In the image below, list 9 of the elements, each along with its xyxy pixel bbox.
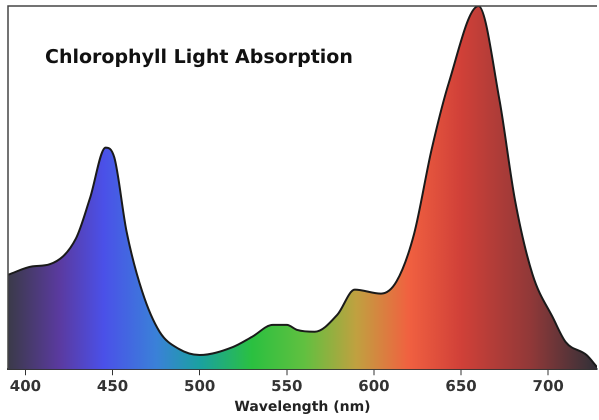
x-axis-title: Wavelength (nm): [234, 399, 371, 416]
x-tick-label: 650: [445, 377, 477, 396]
x-tick-label: 700: [532, 377, 564, 396]
x-tick-label: 550: [271, 377, 302, 396]
x-tick-label: 450: [96, 377, 128, 396]
x-tick-label: 400: [10, 377, 42, 396]
x-tick-label: 500: [184, 377, 216, 396]
text: Chlorophyll Light Absorption: [45, 46, 353, 68]
x-tick-label: 600: [358, 377, 390, 396]
